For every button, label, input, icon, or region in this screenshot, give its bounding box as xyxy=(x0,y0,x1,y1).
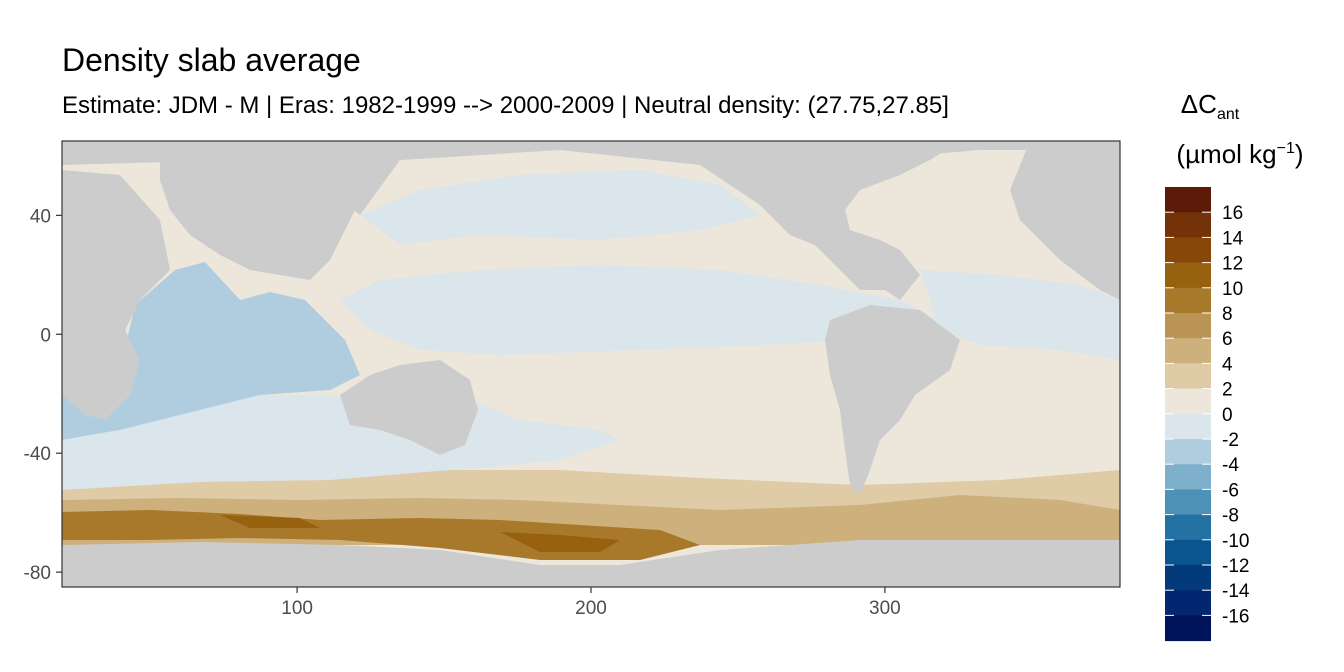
legend-color-bin xyxy=(1165,489,1211,516)
legend-color-bin xyxy=(1165,287,1211,314)
y-tick-label: 40 xyxy=(30,206,51,227)
map-layer xyxy=(62,141,1120,587)
legend-color-bin xyxy=(1165,313,1211,339)
legend-label: 14 xyxy=(1222,228,1244,249)
y-tick-label: 0 xyxy=(40,325,51,346)
legend-color-bin xyxy=(1165,590,1211,616)
legend-label: 8 xyxy=(1222,304,1233,325)
chart-title: Density slab average xyxy=(62,42,361,78)
north-pacific-band xyxy=(360,170,760,245)
legend-label: -16 xyxy=(1222,606,1249,627)
x-tick-label: 300 xyxy=(869,598,901,619)
legend-label: -14 xyxy=(1222,581,1250,602)
equatorial-atlantic xyxy=(920,270,1120,360)
equatorial-pacific xyxy=(340,265,950,355)
legend-color-bin xyxy=(1165,615,1211,642)
legend-label: 10 xyxy=(1222,279,1243,300)
southern-ocean-core xyxy=(500,532,620,552)
legend-label: 4 xyxy=(1222,354,1233,375)
chart-subtitle: Estimate: JDM - M | Eras: 1982-1999 --> … xyxy=(62,92,949,119)
legend-color-bin xyxy=(1165,187,1211,213)
y-tick-label: -40 xyxy=(24,444,51,465)
x-tick-label: 100 xyxy=(281,598,313,619)
legend-color-bin xyxy=(1165,464,1211,490)
legend-label: -12 xyxy=(1222,556,1249,577)
south-indian-band xyxy=(62,395,620,495)
legend-color-bin xyxy=(1165,413,1211,440)
legend-label: -8 xyxy=(1222,506,1239,527)
north-america-land xyxy=(760,141,960,300)
legend-color-bin xyxy=(1165,539,1211,566)
legend-color-bin xyxy=(1165,262,1211,289)
legend: ΔCant (µmol kg−1) 16 14 12 10 8 6 4 2 0 -2 -4 -6 -8 -10… xyxy=(1165,89,1304,642)
africa-east-land xyxy=(1010,141,1120,300)
antarctica-land xyxy=(62,540,1120,587)
legend-color-bin xyxy=(1165,237,1211,264)
eurasia-land xyxy=(160,141,370,280)
legend-label: 12 xyxy=(1222,254,1243,275)
australia-land xyxy=(340,360,478,455)
legend-color-bin xyxy=(1165,338,1211,364)
legend-color-bin xyxy=(1165,388,1211,415)
x-tick-label: 200 xyxy=(575,598,607,619)
legend-color-bin xyxy=(1165,212,1211,238)
legend-label: -6 xyxy=(1222,480,1239,501)
south-america-land xyxy=(825,305,960,495)
legend-label: 6 xyxy=(1222,329,1233,350)
legend-label: -2 xyxy=(1222,430,1239,451)
y-tick-label: -80 xyxy=(24,563,51,584)
legend-label: 2 xyxy=(1222,380,1233,401)
legend-label: 0 xyxy=(1222,405,1233,426)
legend-color-bin xyxy=(1165,514,1211,541)
legend-title: ΔCant xyxy=(1181,89,1240,123)
legend-color-bin xyxy=(1165,439,1211,465)
legend-color-bin xyxy=(1165,363,1211,390)
southern-ocean-core-west xyxy=(220,515,320,528)
legend-label: 16 xyxy=(1222,203,1243,224)
legend-color-bin xyxy=(1165,565,1211,591)
africa-land xyxy=(62,170,170,420)
legend-unit: (µmol kg−1) xyxy=(1176,139,1303,169)
legend-label: -4 xyxy=(1222,455,1239,476)
legend-label: -10 xyxy=(1222,531,1249,552)
